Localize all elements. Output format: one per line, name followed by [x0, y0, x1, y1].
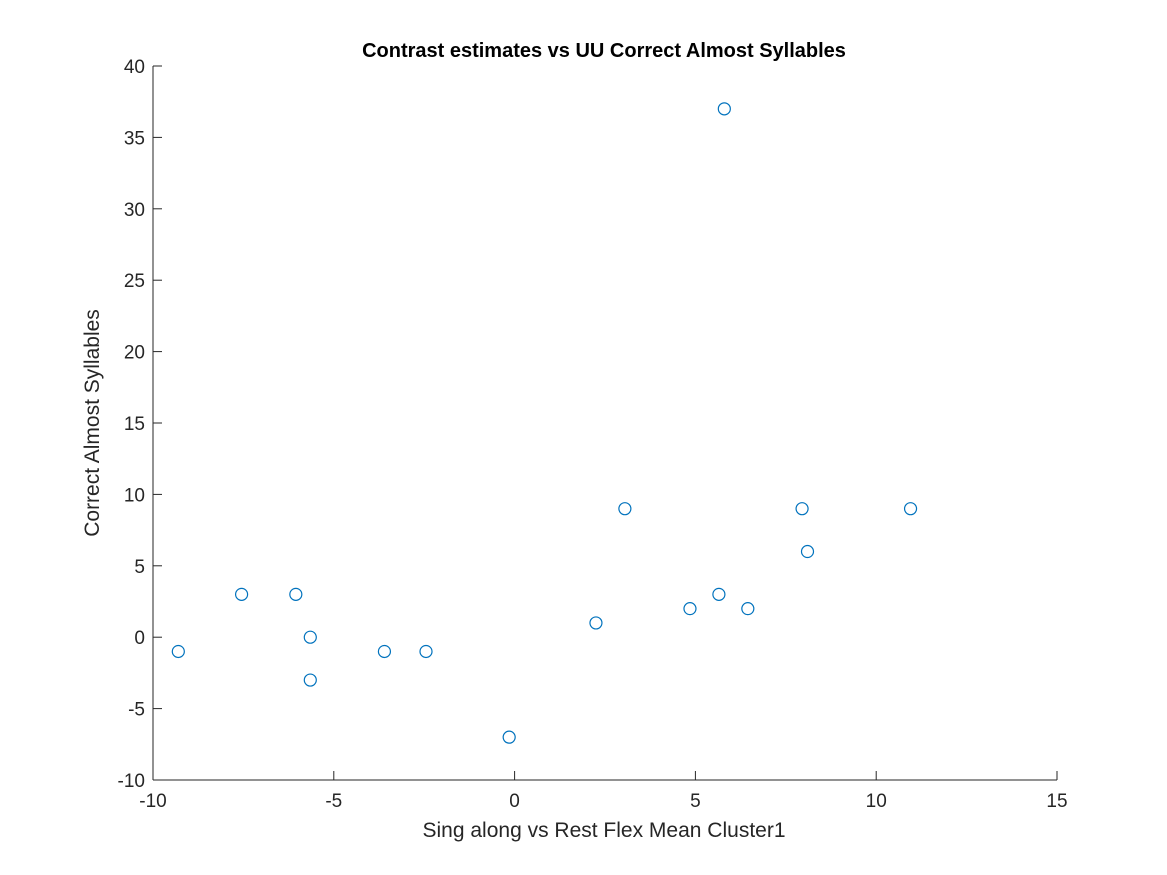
data-point	[717, 102, 731, 116]
y-tick-label: 35	[124, 128, 145, 149]
data-point	[903, 502, 918, 516]
y-tick-label: -10	[118, 771, 145, 792]
x-tick-label: 0	[509, 791, 520, 812]
y-tick-label: 0	[134, 628, 145, 649]
data-point	[234, 587, 249, 601]
y-tick-label: -5	[128, 700, 145, 721]
data-point	[303, 630, 317, 644]
x-axis-label: Sing along vs Rest Flex Mean Cluster1	[423, 819, 786, 842]
x-tick-label: 10	[866, 791, 887, 812]
y-tick-label: 25	[124, 271, 145, 292]
y-tick-label: 5	[134, 557, 145, 578]
data-point	[683, 602, 697, 616]
data-point	[289, 587, 303, 601]
chart-title: Contrast estimates vs UU Correct Almost …	[362, 40, 846, 62]
data-point	[795, 502, 809, 516]
x-tick-label: 15	[1046, 791, 1067, 812]
data-point	[377, 644, 392, 659]
data-point	[800, 544, 815, 559]
y-tick-label: 10	[124, 485, 145, 506]
data-point	[502, 730, 516, 744]
data-point	[303, 673, 317, 687]
data-points	[171, 102, 918, 744]
y-tick-label: 15	[124, 414, 145, 435]
data-point	[741, 602, 755, 616]
data-point	[171, 644, 185, 659]
data-point	[589, 616, 603, 630]
y-tick-label: 40	[124, 57, 145, 78]
x-tick-label: -10	[139, 791, 166, 812]
y-axis-label: Correct Almost Syllables	[81, 309, 104, 537]
x-tick-label: 5	[690, 791, 701, 812]
data-point	[419, 644, 433, 659]
x-tick-label: -5	[325, 791, 342, 812]
data-point	[712, 587, 726, 601]
data-point	[618, 502, 632, 516]
y-ticks: -10 -5 0 5 10 15 20 25 30 35 40	[118, 57, 162, 792]
y-tick-label: 20	[124, 343, 145, 364]
y-tick-label: 30	[124, 200, 145, 221]
x-ticks: -10 -5 0 5 10 15	[139, 771, 1068, 812]
